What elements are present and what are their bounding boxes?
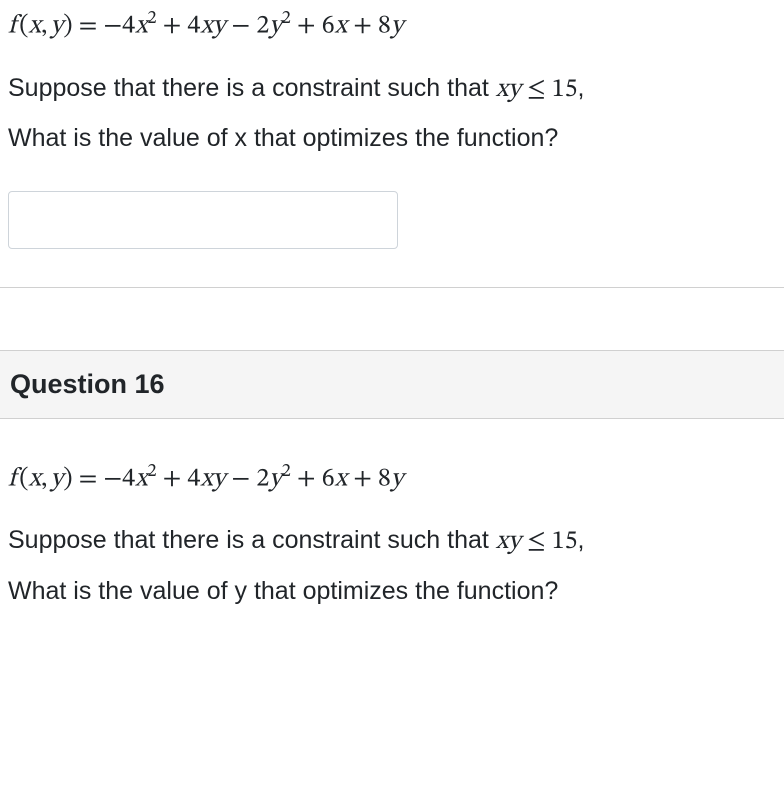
q16-constraint-math: xy ≤ 15 [496, 529, 578, 555]
q15-constraint-suffix: , [578, 74, 585, 102]
question-15-body: f (x, y) = −4x2 + 4xy − 2y2 + 6x + 8y Su… [0, 6, 784, 249]
q16-constraint-prefix: Suppose that there is a constraint such … [8, 526, 496, 554]
q16-constraint-suffix: , [578, 526, 585, 554]
separator [0, 287, 784, 288]
question-16-body: f (x, y) = −4x2 + 4xy − 2y2 + 6x + 8y Su… [0, 459, 784, 616]
q16-prompt: What is the value of y that optimizes th… [8, 568, 776, 616]
q16-equation: f (x, y) = −4x2 + 4xy − 2y2 + 6x + 8y [8, 459, 776, 500]
q15-constraint-math: xy ≤ 15 [496, 77, 578, 103]
q15-constraint-prefix: Suppose that there is a constraint such … [8, 74, 496, 102]
q15-prompt: What is the value of x that optimizes th… [8, 115, 776, 163]
q15-answer-input[interactable] [8, 191, 398, 249]
question-16-header: Question 16 [0, 350, 784, 419]
question-16-title: Question 16 [10, 369, 774, 400]
q15-constraint-line: Suppose that there is a constraint such … [8, 74, 584, 102]
q15-equation: f (x, y) = −4x2 + 4xy − 2y2 + 6x + 8y [8, 6, 776, 47]
q16-constraint-line: Suppose that there is a constraint such … [8, 526, 584, 554]
